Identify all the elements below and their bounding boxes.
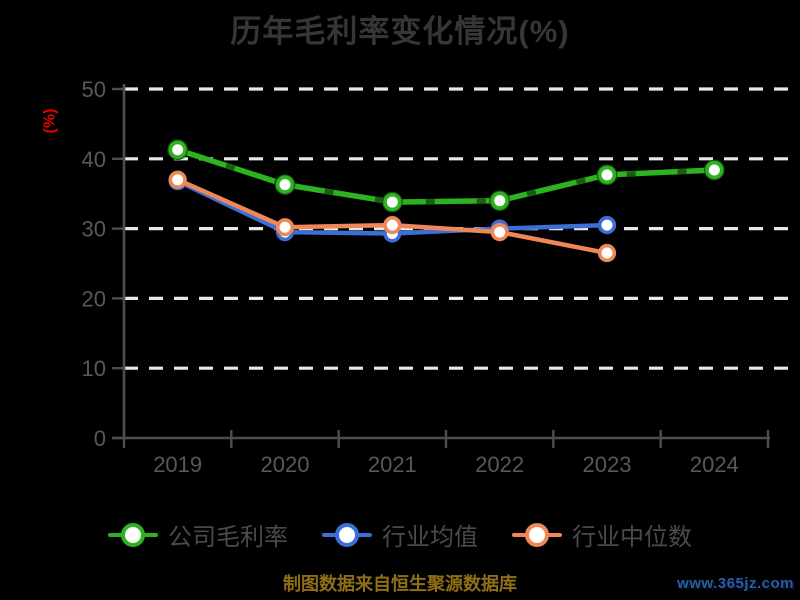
data-source-note: 制图数据来自恒生聚源数据库 xyxy=(283,574,517,594)
legend-marker-orange-icon xyxy=(512,522,562,548)
legend-label: 行业均值 xyxy=(382,524,478,551)
legend-item-industry-median[interactable]: 行业中位数 xyxy=(512,517,692,552)
y-tick-label: 0 xyxy=(94,426,106,451)
data-point xyxy=(597,243,617,263)
x-tick-label: 2024 xyxy=(690,452,739,477)
x-tick-label: 2023 xyxy=(583,452,632,477)
watermark-url[interactable]: www.365jz.com xyxy=(677,575,794,592)
y-tick-label: 20 xyxy=(82,286,106,311)
x-tick-label: 2021 xyxy=(368,452,417,477)
series-line-0 xyxy=(174,146,718,205)
data-point-outline xyxy=(489,190,510,211)
data-point xyxy=(490,222,509,242)
data-point-outline xyxy=(704,159,725,181)
y-tick-label: 10 xyxy=(82,356,106,381)
data-point-outline xyxy=(382,191,403,213)
legend-marker-green-icon xyxy=(108,522,158,548)
chart-title: 历年毛利率变化情况(%) xyxy=(230,14,570,49)
legend-marker-blue-icon xyxy=(322,522,372,548)
legend-item-industry-mean[interactable]: 行业均值 xyxy=(322,517,478,552)
x-tick-label: 2020 xyxy=(261,452,310,477)
x-tick-label: 2022 xyxy=(475,452,524,477)
data-point xyxy=(383,216,402,235)
data-point xyxy=(275,175,295,194)
y-tick-label: 30 xyxy=(82,217,106,242)
legend-label: 行业中位数 xyxy=(572,524,692,551)
data-point xyxy=(490,191,509,210)
data-point-outline xyxy=(167,139,188,161)
data-point xyxy=(383,192,402,212)
legend: 公司毛利率 行业均值 行业中位数 xyxy=(0,517,800,552)
y-tick-label: 40 xyxy=(82,147,106,172)
data-point xyxy=(168,170,187,189)
data-point-outline xyxy=(596,164,618,186)
legend-item-company-margin[interactable]: 公司毛利率 xyxy=(108,517,288,552)
data-point xyxy=(705,160,724,180)
legend-label: 公司毛利率 xyxy=(168,524,288,551)
y-tick-label: 50 xyxy=(82,77,106,102)
data-point xyxy=(168,140,187,159)
data-point xyxy=(597,216,617,235)
data-point xyxy=(597,165,617,184)
data-point-outline xyxy=(274,174,296,195)
x-tick-label: 2019 xyxy=(153,452,202,477)
data-point xyxy=(275,218,295,237)
